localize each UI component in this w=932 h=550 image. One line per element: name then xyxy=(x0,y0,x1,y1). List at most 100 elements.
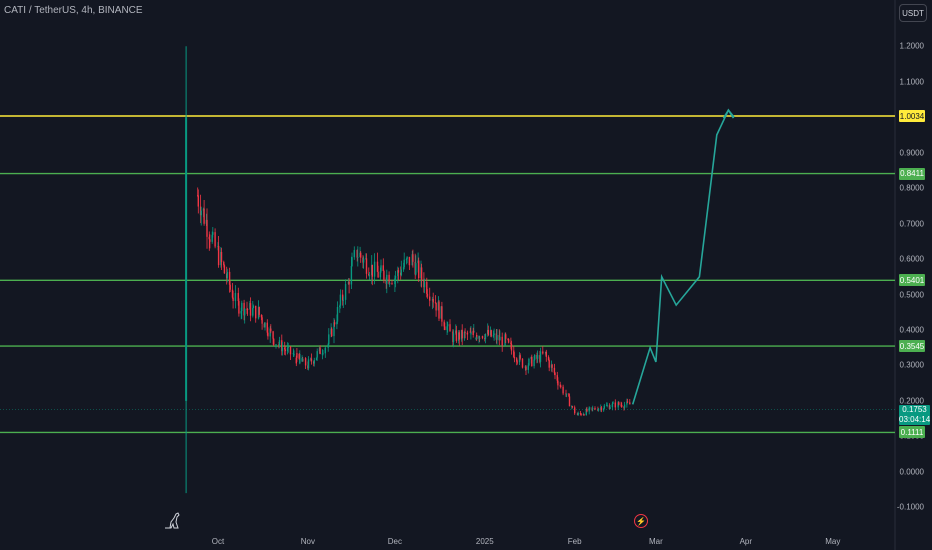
candle-body xyxy=(229,284,231,290)
candle-body xyxy=(267,332,269,337)
candle-body xyxy=(466,332,469,335)
candle-body xyxy=(461,329,463,339)
candle-body xyxy=(556,375,558,381)
candle-body xyxy=(574,407,576,414)
tradingview-dino-icon[interactable] xyxy=(162,510,182,530)
candle-body xyxy=(293,354,295,355)
candle-body xyxy=(603,405,605,409)
candle-body xyxy=(568,393,570,397)
candle-body xyxy=(331,328,333,337)
candle-body xyxy=(315,357,318,361)
candle-body xyxy=(240,310,242,314)
candle-body xyxy=(272,331,274,339)
candle-body xyxy=(571,406,574,408)
candle-body xyxy=(406,256,408,260)
candle-body xyxy=(521,358,524,368)
candle-body xyxy=(238,301,240,314)
candle-body xyxy=(295,357,297,364)
candle-body xyxy=(234,293,237,301)
candle-body xyxy=(405,259,408,260)
candle-body xyxy=(551,364,553,368)
candle-body xyxy=(269,328,271,337)
candle-body xyxy=(501,336,503,346)
candle-body xyxy=(420,267,423,280)
candle-body xyxy=(292,353,295,355)
price-tick: 0.6000 xyxy=(899,254,924,264)
candle-body xyxy=(504,334,506,346)
candle-body xyxy=(464,332,466,333)
candle-body xyxy=(458,332,460,340)
candle-body xyxy=(545,351,547,357)
candle-body xyxy=(565,393,568,395)
candle-body xyxy=(342,299,344,301)
candle-body xyxy=(284,347,286,350)
candle-body xyxy=(560,385,562,387)
candle-body xyxy=(260,314,263,318)
price-tick: -0.1000 xyxy=(896,502,924,512)
candle-body xyxy=(371,264,373,277)
candle-body xyxy=(493,333,495,335)
candle-body xyxy=(618,402,620,405)
candle-body xyxy=(592,407,594,409)
candle-body xyxy=(206,219,208,237)
candle-body xyxy=(579,412,582,414)
candle-body xyxy=(594,407,596,410)
candle-body xyxy=(441,306,443,322)
candle-body xyxy=(211,234,213,242)
candle-body xyxy=(226,271,228,279)
candle-body xyxy=(284,349,286,352)
level-label: 1.0034 xyxy=(899,110,925,122)
candle-body xyxy=(568,396,571,407)
candle-body xyxy=(287,346,289,348)
candle-body xyxy=(336,307,339,322)
candle-body xyxy=(403,259,405,268)
candle-body xyxy=(252,305,255,309)
candle-body xyxy=(484,333,487,340)
candle-body xyxy=(223,262,225,266)
candle-body xyxy=(327,344,329,348)
price-tick: 0.7000 xyxy=(899,219,924,229)
candle-body xyxy=(281,347,284,352)
candle-body xyxy=(360,252,362,258)
candle-body xyxy=(351,257,353,267)
candle-body xyxy=(339,305,341,308)
candle-body xyxy=(438,301,440,319)
price-tick: 1.2000 xyxy=(899,41,924,51)
candle-body xyxy=(362,258,365,263)
candle-body xyxy=(547,356,550,361)
price-tick: 0.0000 xyxy=(899,467,924,477)
candle-body xyxy=(447,324,449,327)
candle-body xyxy=(626,401,629,403)
time-tick: Nov xyxy=(300,537,316,546)
level-label: 0.1111 xyxy=(899,426,925,439)
candle-body xyxy=(316,351,318,358)
candle-body xyxy=(505,334,507,339)
candle-body xyxy=(357,256,359,258)
candle-body xyxy=(539,351,542,362)
candle-body xyxy=(281,340,283,352)
lightning-icon[interactable]: ⚡ xyxy=(634,514,648,528)
candle-body xyxy=(400,269,402,276)
candle-body xyxy=(426,281,428,294)
candle-body xyxy=(368,273,370,276)
candle-body xyxy=(426,293,429,297)
candle-body xyxy=(388,274,390,284)
candle-body xyxy=(463,332,466,339)
candle-body xyxy=(319,347,321,355)
candle-body xyxy=(617,402,619,408)
listing-candle xyxy=(185,117,188,401)
candle-body xyxy=(255,305,257,319)
candle-body xyxy=(203,208,205,224)
price-tick: 0.3000 xyxy=(899,360,924,370)
candle-body xyxy=(507,339,510,343)
candle-body xyxy=(333,322,336,325)
currency-button[interactable]: USDT xyxy=(899,4,927,22)
candle-body xyxy=(470,331,472,335)
candle-body xyxy=(626,401,628,405)
candle-body xyxy=(519,355,521,359)
projection-line xyxy=(631,108,735,405)
candle-body xyxy=(589,407,591,409)
candle-body xyxy=(600,407,603,411)
candle-body xyxy=(278,340,281,345)
